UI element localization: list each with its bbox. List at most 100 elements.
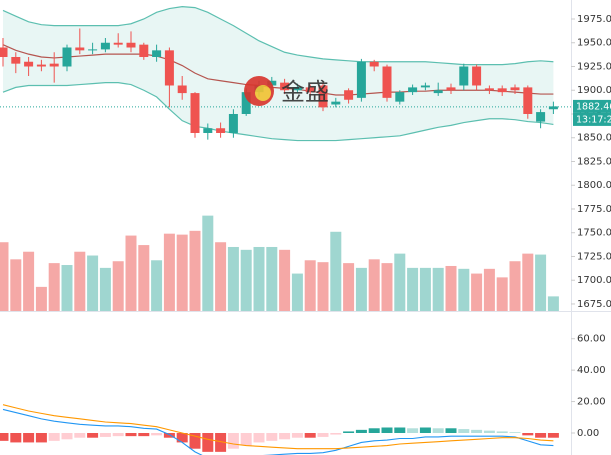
histogram-bar [419, 427, 431, 433]
candle-body [382, 66, 392, 98]
macd-line [2, 408, 554, 455]
candle-body [523, 87, 533, 114]
histogram-bar [445, 428, 457, 433]
histogram-bar [483, 430, 495, 433]
band-line [2, 6, 554, 66]
volume-bar [266, 246, 278, 311]
volume-bar [227, 246, 239, 311]
volume-bar [547, 296, 559, 311]
y-tick-label: 1725.00 [577, 251, 611, 262]
y-tick-label: 1700.00 [577, 275, 611, 286]
y-tick-label: 1800.00 [577, 180, 611, 191]
price-tag [573, 99, 611, 113]
candle-body [177, 85, 187, 94]
candle-body [75, 47, 85, 51]
y-tick-label: 40.00 [577, 365, 606, 376]
histogram-bar [522, 433, 534, 436]
volume-bar [163, 233, 175, 311]
candle-body [344, 90, 354, 100]
price-tag-label: 1882.46 [576, 101, 611, 112]
volume-bar [509, 261, 521, 311]
histogram-bar [471, 429, 483, 433]
histogram-bar [317, 433, 329, 437]
histogram-bar [394, 427, 406, 433]
volume-bar [10, 259, 22, 311]
volume-bar [202, 215, 214, 311]
watermark-text: 金盛 [281, 78, 329, 106]
volume-bar [176, 234, 188, 311]
y-tick-label: 0.00 [577, 428, 599, 439]
histogram-bar [48, 433, 60, 441]
candle-body [331, 101, 341, 105]
histogram-bar [0, 433, 9, 441]
candle-body [510, 87, 520, 91]
histogram-bar [23, 433, 35, 443]
y-tick-label: 1850.00 [577, 133, 611, 144]
volume-bar [112, 261, 124, 311]
y-tick-label: 60.00 [577, 334, 606, 345]
candle-body [433, 90, 443, 94]
volume-bar [240, 249, 252, 311]
candle-body [49, 63, 59, 67]
histogram-bar [240, 433, 252, 446]
volume-bar [87, 255, 99, 311]
volume-bar [99, 267, 111, 311]
y-tick-label: 1925.00 [577, 61, 611, 72]
histogram-bar [87, 433, 99, 438]
y-tick-label: 1900.00 [577, 85, 611, 96]
volume-bar [23, 251, 35, 311]
histogram-bar [330, 433, 342, 435]
volume-bar [535, 254, 547, 311]
histogram-bar [343, 431, 355, 433]
volume-bar [189, 230, 201, 311]
candle-body [305, 87, 315, 93]
volume-bar [483, 268, 495, 311]
y-tick-label: 20.00 [577, 397, 606, 408]
candle-body [484, 88, 494, 91]
histogram-bar [253, 433, 265, 443]
volume-bar [419, 267, 431, 311]
candle-body [190, 93, 200, 133]
candle-body [164, 50, 174, 86]
histogram-bar [74, 433, 86, 438]
histogram-bar [151, 433, 163, 436]
candle-body [420, 85, 430, 88]
candle-body [139, 44, 149, 57]
histogram-bar [266, 433, 278, 441]
volume-bar [48, 263, 60, 311]
candle-body [11, 56, 21, 64]
macd-line [2, 404, 554, 450]
volume-bar [0, 242, 9, 311]
band-line [2, 44, 554, 96]
candle-body [88, 49, 98, 51]
volume-bar [522, 253, 534, 311]
histogram-bar [10, 433, 22, 443]
histogram-bar [509, 432, 521, 433]
price-axis: 1975.001950.001925.001900.001875.001850.… [571, 14, 611, 439]
logo-inner [255, 85, 271, 101]
volume-bar [253, 246, 265, 311]
candle-body [497, 88, 507, 93]
histogram-bar [61, 433, 73, 440]
volume-bar [432, 267, 444, 311]
volume-bar [215, 242, 227, 311]
candle-body [203, 128, 213, 133]
candle-body [152, 50, 162, 57]
volume-bar [74, 251, 86, 311]
volume-bar [445, 265, 457, 311]
histogram-bar [432, 428, 444, 433]
histogram-bar [35, 433, 47, 443]
candle-body [126, 42, 136, 48]
histogram-bar [355, 429, 367, 433]
histogram-bar [176, 433, 188, 443]
volume-bar [304, 260, 316, 311]
volume-bar [381, 263, 393, 311]
candle-body [228, 113, 238, 133]
volume-bar [61, 265, 73, 311]
candle-body [24, 61, 34, 67]
histogram-bar [112, 433, 124, 437]
volume-bar [35, 286, 47, 311]
histogram-bar [368, 428, 380, 433]
candle-body [241, 92, 251, 114]
